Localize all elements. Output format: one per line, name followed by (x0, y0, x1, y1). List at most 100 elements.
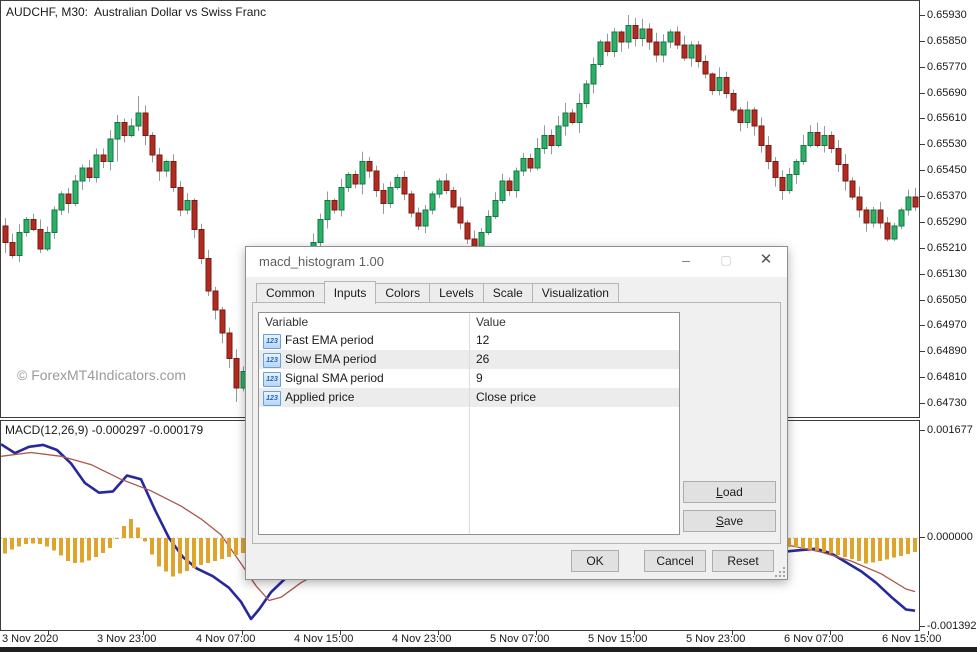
time-axis-label: 3 Nov 23:00 (97, 633, 157, 645)
tab-visualization[interactable]: Visualization (531, 283, 619, 304)
price-axis-tick (920, 299, 925, 301)
price-axis-tick (920, 325, 925, 327)
parameter-name: Slow EMA period (285, 352, 377, 366)
resize-grip[interactable] (773, 565, 785, 577)
time-axis-tick (340, 631, 341, 635)
tab-colors[interactable]: Colors (376, 283, 430, 304)
macd-axis-tick (920, 625, 925, 627)
time-axis-label: 5 Nov 07:00 (490, 633, 550, 645)
save-button[interactable]: Save (683, 510, 776, 532)
load-button[interactable]: Load (683, 481, 776, 503)
price-axis-tick (920, 377, 925, 379)
table-header-row: Variable Value (259, 313, 679, 331)
parameter-name: Fast EMA period (285, 333, 374, 347)
price-axis[interactable]: 0.65930 0.65850 0.65770 0.65690 0.65610 0.655… (920, 0, 977, 418)
macd-axis-tick (920, 430, 925, 431)
price-axis-label: 0.65050 (927, 293, 967, 306)
table-row[interactable]: 123 Fast EMA period 12 (259, 331, 679, 350)
price-axis-tick (920, 92, 925, 94)
price-axis-tick (920, 40, 925, 42)
dialog-tabs: Common Inputs Colors Levels Scale Visualizati… (256, 281, 619, 304)
price-axis-label: 0.65530 (927, 138, 967, 151)
time-axis-label: 6 Nov 15:00 (882, 633, 942, 645)
tab-common[interactable]: Common (256, 283, 324, 304)
close-icon[interactable]: ✕ (759, 251, 773, 268)
parameter-name: Signal SMA period (285, 371, 384, 385)
time-axis-tick (536, 631, 537, 635)
parameter-value[interactable]: 26 (476, 352, 490, 366)
parameter-value[interactable]: 9 (476, 371, 483, 385)
price-axis-label: 0.65930 (927, 9, 967, 21)
macd-axis-label: 0.001677 (927, 424, 973, 436)
price-axis-label: 0.65690 (927, 86, 967, 99)
tab-scale[interactable]: Scale (482, 283, 532, 304)
price-axis-label: 0.65770 (927, 60, 967, 73)
time-axis-label: 4 Nov 07:00 (196, 633, 256, 645)
time-axis-tick (634, 631, 635, 635)
cancel-button[interactable]: Cancel (644, 550, 706, 572)
price-axis-tick (920, 196, 925, 198)
column-header-variable: Variable (265, 315, 309, 329)
chart-symbol-label: AUDCHF, M30: Australian Dollar vs Swiss … (6, 5, 267, 19)
price-axis-tick (920, 118, 925, 120)
time-axis-tick (732, 631, 733, 635)
column-header-value: Value (476, 315, 506, 329)
price-axis-label: 0.65850 (927, 34, 967, 47)
time-axis-label: 5 Nov 23:00 (686, 633, 746, 645)
price-axis-label: 0.64730 (927, 397, 967, 409)
parameter-name: Applied price (285, 390, 355, 404)
macd-axis-label: -0.001392 (927, 619, 977, 632)
numeric-parameter-icon: 123 (263, 391, 281, 406)
reset-button[interactable]: Reset (712, 550, 774, 572)
time-axis-tick (48, 631, 49, 635)
parameter-value[interactable]: Close price (476, 390, 537, 404)
time-axis-tick (143, 631, 144, 635)
price-axis-label: 0.65130 (927, 267, 967, 280)
time-axis-label: 3 Nov 2020 (2, 633, 59, 645)
time-axis[interactable]: 3 Nov 2020 3 Nov 23:00 4 Nov 07:00 4 Nov 15… (0, 631, 977, 647)
price-axis-label: 0.65450 (927, 164, 967, 177)
parameter-value[interactable]: 12 (476, 333, 490, 347)
time-axis-label: 5 Nov 15:00 (588, 633, 648, 645)
price-axis-label: 0.65210 (927, 241, 967, 254)
macd-axis-label: 0.000000 (927, 531, 973, 543)
price-axis-label: 0.64970 (927, 319, 967, 332)
macd-indicator-label: MACD(12,26,9) -0.000297 -0.000179 (5, 423, 204, 437)
dialog-titlebar[interactable]: macd_histogram 1.00 – ▢ ✕ (246, 247, 787, 277)
price-axis-label: 0.65610 (927, 112, 967, 125)
price-axis-label: 0.64890 (927, 345, 967, 358)
inputs-tab-page: Variable Value 123 Fast EMA period 12 123 Slow… (252, 302, 781, 544)
parameters-table: Variable Value 123 Fast EMA period 12 123 Slow… (258, 312, 680, 535)
macd-value-axis[interactable]: 0.001677 0.000000 -0.001392 (920, 420, 977, 632)
numeric-parameter-icon: 123 (263, 334, 281, 349)
price-axis-tick (920, 403, 925, 404)
tab-inputs[interactable]: Inputs (323, 281, 377, 304)
macd-axis-tick (920, 537, 925, 538)
time-axis-label: 6 Nov 07:00 (784, 633, 844, 645)
price-axis-label: 0.65370 (927, 190, 967, 203)
price-axis-tick (920, 170, 925, 172)
maximize-icon: ▢ (720, 253, 732, 267)
minimize-icon[interactable]: – (682, 252, 690, 268)
column-divider (469, 313, 470, 534)
time-axis-tick (928, 631, 929, 635)
ok-button[interactable]: OK (571, 550, 619, 572)
price-axis-tick (920, 351, 925, 353)
price-axis-tick (920, 247, 925, 249)
indicator-properties-dialog: macd_histogram 1.00 – ▢ ✕ Common Inputs Co… (245, 246, 788, 580)
price-axis-label: 0.64810 (927, 371, 967, 384)
price-axis-tick (920, 144, 925, 146)
time-axis-tick (438, 631, 439, 635)
dialog-title: macd_histogram 1.00 (259, 254, 385, 269)
time-axis-tick (830, 631, 831, 635)
table-row[interactable]: 123 Signal SMA period 9 (259, 369, 679, 388)
price-axis-tick (920, 66, 925, 68)
price-axis-label: 0.65290 (927, 215, 967, 228)
watermark: © ForexMT4Indicators.com (17, 367, 187, 383)
time-axis-label: 4 Nov 23:00 (392, 633, 452, 645)
numeric-parameter-icon: 123 (263, 372, 281, 387)
price-axis-tick (920, 273, 925, 275)
price-axis-tick (920, 15, 925, 16)
tab-levels[interactable]: Levels (429, 283, 483, 304)
